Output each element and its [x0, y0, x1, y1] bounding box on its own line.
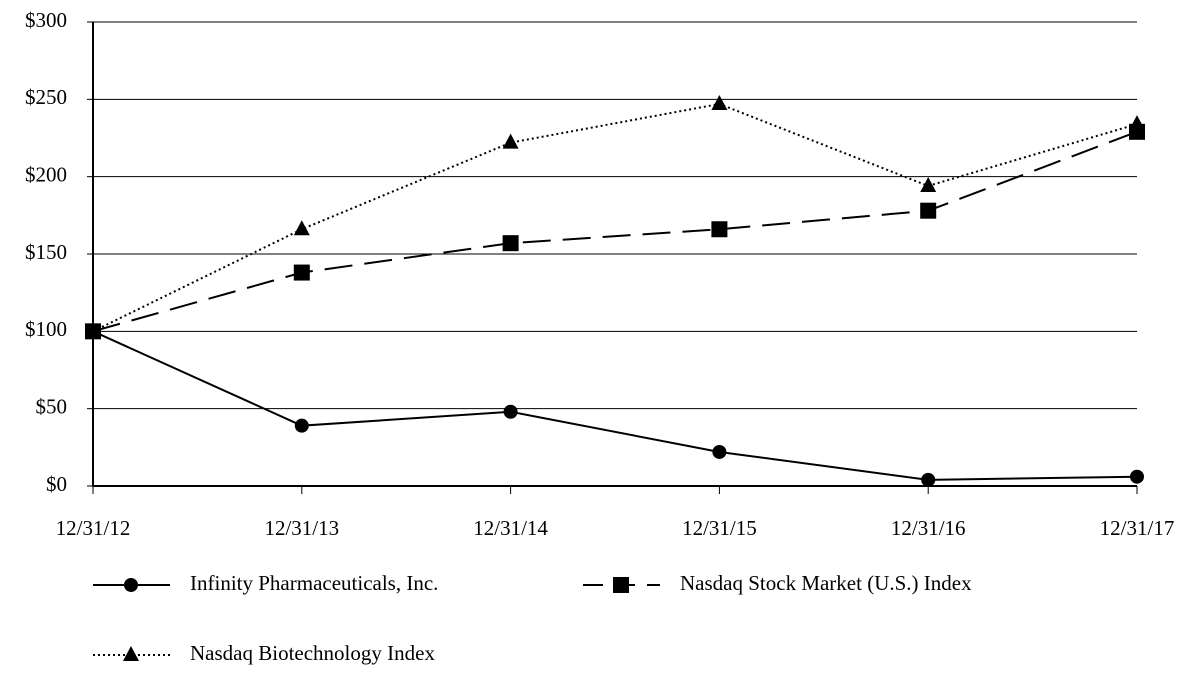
y-tick-label: $50 — [36, 394, 68, 418]
y-tick-label: $200 — [25, 162, 67, 186]
legend-label: Nasdaq Stock Market (U.S.) Index — [680, 571, 972, 595]
marker — [503, 404, 518, 419]
x-tick-label: 12/31/14 — [473, 516, 548, 540]
marker — [502, 133, 519, 149]
marker — [85, 322, 101, 338]
legend-label: Nasdaq Biotechnology Index — [190, 641, 435, 665]
marker — [712, 444, 727, 459]
x-tick-label: 12/31/13 — [264, 516, 339, 540]
marker — [124, 578, 138, 592]
x-tick-label: 12/31/12 — [56, 516, 131, 540]
y-tick-label: $250 — [25, 85, 67, 109]
marker — [1130, 469, 1144, 484]
marker — [613, 577, 629, 593]
marker — [920, 202, 937, 219]
series-line — [92, 330, 1138, 481]
marker — [293, 220, 310, 236]
series-line — [92, 102, 1138, 333]
marker — [294, 418, 309, 433]
marker — [711, 221, 728, 238]
x-tick-label: 12/31/16 — [891, 516, 966, 540]
marker — [502, 235, 519, 252]
x-tick-label: 12/31/15 — [682, 516, 757, 540]
marker — [293, 264, 310, 281]
marker — [123, 646, 139, 661]
marker — [920, 176, 937, 192]
marker — [1129, 115, 1145, 131]
series-line — [92, 130, 1138, 333]
y-tick-label: $150 — [25, 240, 67, 264]
marker — [711, 94, 728, 110]
legend-label: Infinity Pharmaceuticals, Inc. — [190, 571, 438, 595]
y-tick-label: $0 — [46, 472, 67, 496]
y-tick-label: $300 — [25, 8, 67, 32]
x-tick-label: 12/31/17 — [1100, 516, 1175, 540]
y-tick-label: $100 — [25, 317, 67, 341]
marker — [921, 472, 936, 487]
